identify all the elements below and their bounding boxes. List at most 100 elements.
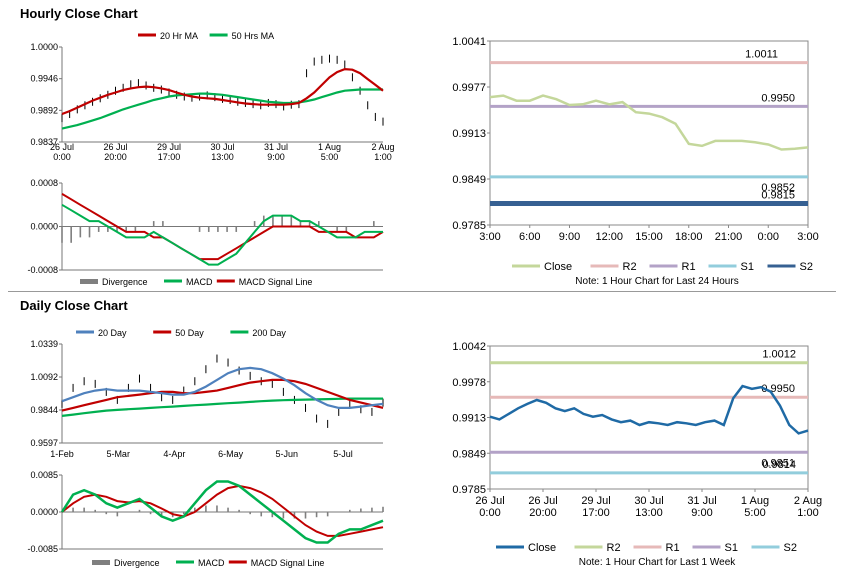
dr-ytick: 0.9913 bbox=[452, 413, 486, 425]
hourly-macd-chart: 0.0008 0.0000 -0.0008 Divergence MACD MACD Si… bbox=[27, 178, 384, 287]
daily-price-xtick: 6-May bbox=[218, 449, 244, 459]
dr-legend-label: S2 bbox=[784, 542, 797, 554]
hourly-price-xtick: 1 Aug 5:00 bbox=[318, 142, 341, 162]
daily-price-xtick: 5-Jul bbox=[333, 449, 353, 459]
daily-price-xtick: 5-Jun bbox=[276, 449, 299, 459]
dr-ytick: 1.0042 bbox=[452, 341, 486, 353]
daily-macd-ytick: -0.0085 bbox=[27, 544, 58, 554]
dr-level-label-s2: 0.9814 bbox=[762, 459, 796, 471]
dr-close-line bbox=[489, 384, 809, 435]
hourly-macd-line bbox=[61, 203, 383, 266]
daily-price-ytick: 1.0339 bbox=[30, 339, 58, 349]
dr-level-label-s1: 0.9851 bbox=[761, 457, 795, 469]
hourly-macd-legend-label: MACD bbox=[186, 277, 213, 287]
hourly-macd-legend-swatch bbox=[80, 279, 98, 284]
hr-xtick: 3:00 bbox=[797, 231, 818, 243]
daily-ma200-line bbox=[61, 397, 383, 417]
hr-level-label-s1: 0.9852 bbox=[761, 182, 795, 194]
hourly-ma20-line bbox=[61, 67, 384, 116]
daily-macd-legend-label: Divergence bbox=[114, 558, 160, 568]
hourly-price-ytick: 0.9946 bbox=[30, 74, 58, 84]
hr-ytick: 0.9913 bbox=[452, 128, 486, 140]
daily-price-xtick: 1-Feb bbox=[50, 449, 74, 459]
daily-macd-ytick: 0.0000 bbox=[30, 507, 58, 517]
hr-xtick: 21:00 bbox=[715, 231, 743, 243]
hr-level-label-r1: 0.9950 bbox=[761, 92, 795, 104]
hr-close-line bbox=[489, 94, 809, 151]
hourly-legend-label: 50 Hrs MA bbox=[232, 31, 275, 41]
hr-legend-label: S2 bbox=[800, 261, 813, 273]
daily-price-ytick: 1.0092 bbox=[30, 372, 58, 382]
hourly-price-xtick: 31 Jul 9:00 bbox=[264, 142, 288, 162]
section-divider bbox=[8, 291, 836, 292]
hourly-price-xtick: 26 Jul 0:00 bbox=[50, 142, 74, 162]
daily-price-xtick: 5-Mar bbox=[106, 449, 130, 459]
dr-legend-label: R2 bbox=[607, 542, 621, 554]
dr-xtick: 30 Jul 13:00 bbox=[634, 495, 663, 519]
daily-ma20-line bbox=[61, 366, 384, 410]
daily-legend-label: 20 Day bbox=[98, 328, 127, 338]
hr-legend-label: R1 bbox=[682, 261, 696, 273]
hr-note: Note: 1 Hour Chart for Last 24 Hours bbox=[575, 276, 738, 287]
dr-level-label-r2: 1.0012 bbox=[762, 349, 796, 361]
daily-macd-line bbox=[60, 480, 384, 544]
hourly-ma50-line bbox=[61, 88, 383, 130]
dr-ytick: 0.9785 bbox=[452, 484, 486, 496]
hourly-price-ytick: 0.9892 bbox=[30, 105, 58, 115]
dr-xtick: 1 Aug 5:00 bbox=[741, 495, 769, 519]
dr-xtick: 26 Jul 20:00 bbox=[528, 495, 557, 519]
hr-xtick: 15:00 bbox=[635, 231, 663, 243]
hr-ytick: 0.9785 bbox=[452, 220, 486, 232]
hourly-section-title: Hourly Close Chart bbox=[20, 6, 138, 21]
hr-legend-label: R2 bbox=[623, 261, 637, 273]
hourly-price-ytick: 1.0000 bbox=[30, 42, 58, 52]
hourly-macd-ytick: 0.0000 bbox=[30, 222, 58, 232]
dr-note: Note: 1 Hour Chart for Last 1 Week bbox=[579, 557, 737, 568]
hr-ytick: 1.0041 bbox=[452, 36, 486, 48]
dr-legend-label: Close bbox=[528, 542, 556, 554]
hourly-price-chart: 20 Hr MA 50 Hrs MA 1.0000 0.9946 0.9892 0.983… bbox=[30, 31, 394, 162]
hourly-price-xtick: 30 Jul 13:00 bbox=[210, 142, 234, 162]
hr-xtick: 0:00 bbox=[758, 231, 779, 243]
hourly-macd-legend-label: Divergence bbox=[102, 277, 148, 287]
hourly-price-xtick: 2 Aug 1:00 bbox=[371, 142, 394, 162]
hr-level-label-s2: 0.9815 bbox=[761, 189, 795, 201]
daily-legend-label: 50 Day bbox=[175, 328, 204, 338]
daily-levels-chart: 1.00420.99780.99130.98490.97851.00120.99… bbox=[452, 341, 822, 568]
daily-price-xtick: 4-Apr bbox=[163, 449, 185, 459]
hourly-price-xtick: 29 Jul 17:00 bbox=[157, 142, 181, 162]
daily-macd-legend-label: MACD Signal Line bbox=[251, 558, 325, 568]
daily-legend-label: 200 Day bbox=[252, 328, 286, 338]
hourly-levels-chart: 1.0041 0.9977 0.9913 0.9849 0.9785 1.0011 0.99… bbox=[452, 36, 818, 287]
hourly-macd-legend-label: MACD Signal Line bbox=[239, 277, 313, 287]
hr-legend-label: S1 bbox=[741, 261, 754, 273]
hr-plot-frame bbox=[489, 40, 809, 226]
hourly-price-ytick: 0.9837 bbox=[30, 137, 58, 147]
daily-price-ytick: 0.9597 bbox=[30, 438, 58, 448]
daily-macd-ytick: 0.0085 bbox=[30, 470, 58, 480]
hourly-legend-label: 20 Hr MA bbox=[160, 31, 198, 41]
dr-legend-label: S1 bbox=[725, 542, 738, 554]
hr-xtick: 12:00 bbox=[595, 231, 623, 243]
hourly-macd-ytick: 0.0008 bbox=[30, 178, 58, 188]
hr-xtick: 18:00 bbox=[675, 231, 703, 243]
hr-level-label-r2: 1.0011 bbox=[745, 49, 778, 61]
dr-ytick: 0.9849 bbox=[452, 448, 486, 460]
daily-price-ytick: 0.9844 bbox=[30, 405, 58, 415]
dr-plot-frame bbox=[489, 345, 809, 490]
hourly-macd-ytick: -0.0008 bbox=[27, 265, 58, 275]
daily-price-chart: 20 Day 50 Day 200 Day 1.0339 1.0092 0.9844 0.9… bbox=[30, 328, 384, 459]
dr-xtick: 31 Jul 9:00 bbox=[687, 495, 716, 519]
hr-xtick: 3:00 bbox=[479, 231, 500, 243]
dr-xtick: 2 Aug 1:00 bbox=[794, 495, 822, 519]
hr-xtick: 6:00 bbox=[519, 231, 540, 243]
dr-xtick: 29 Jul 17:00 bbox=[581, 495, 610, 519]
dr-legend-label: R1 bbox=[666, 542, 680, 554]
daily-macd-legend-label: MACD bbox=[198, 558, 225, 568]
daily-signal-line bbox=[61, 484, 384, 537]
hr-legend-label: Close bbox=[544, 261, 572, 273]
hr-ytick: 0.9977 bbox=[452, 82, 486, 94]
hourly-price-xtick: 26 Jul 20:00 bbox=[103, 142, 127, 162]
dr-xtick: 26 Jul 0:00 bbox=[475, 495, 504, 519]
daily-macd-legend-swatch bbox=[92, 560, 110, 565]
